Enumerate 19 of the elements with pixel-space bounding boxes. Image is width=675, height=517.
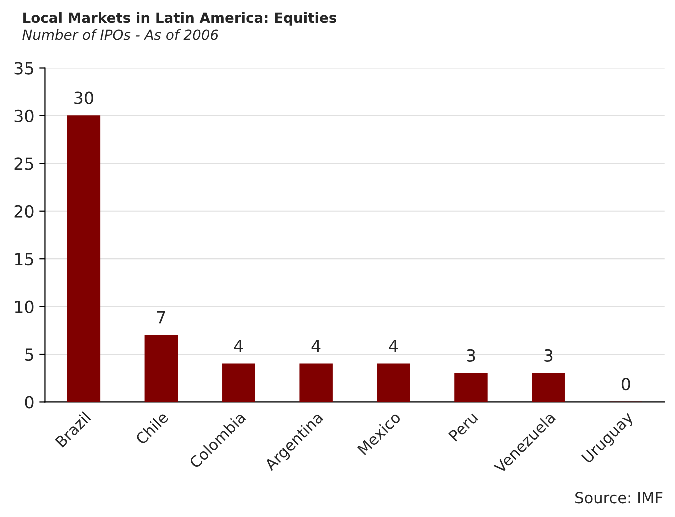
data-label: 4 xyxy=(312,340,321,352)
data-label: 3 xyxy=(467,349,476,362)
data-label: 4 xyxy=(389,340,398,352)
y-tick-label: 20 xyxy=(14,205,34,218)
data-label: 7 xyxy=(157,311,166,324)
chart-subtitle: Number of IPOs - As of 2006 xyxy=(22,29,218,40)
y-tick-label: 10 xyxy=(15,300,34,314)
y-tick-label: 5 xyxy=(25,348,34,362)
source-note: Source: IMF xyxy=(576,492,663,504)
data-label: 30 xyxy=(74,92,94,104)
y-tick-label: 0 xyxy=(25,396,34,409)
y-tick-label: 30 xyxy=(14,110,34,123)
y-tick-label: 35 xyxy=(14,62,34,75)
y-tick-label: 15 xyxy=(15,253,34,266)
data-label: 0 xyxy=(622,378,630,391)
data-label: 4 xyxy=(234,340,244,352)
y-tick-label: 25 xyxy=(14,158,34,170)
chart-title: Local Markets in Latin America: Equities xyxy=(24,12,337,26)
data-label: 3 xyxy=(544,349,553,362)
